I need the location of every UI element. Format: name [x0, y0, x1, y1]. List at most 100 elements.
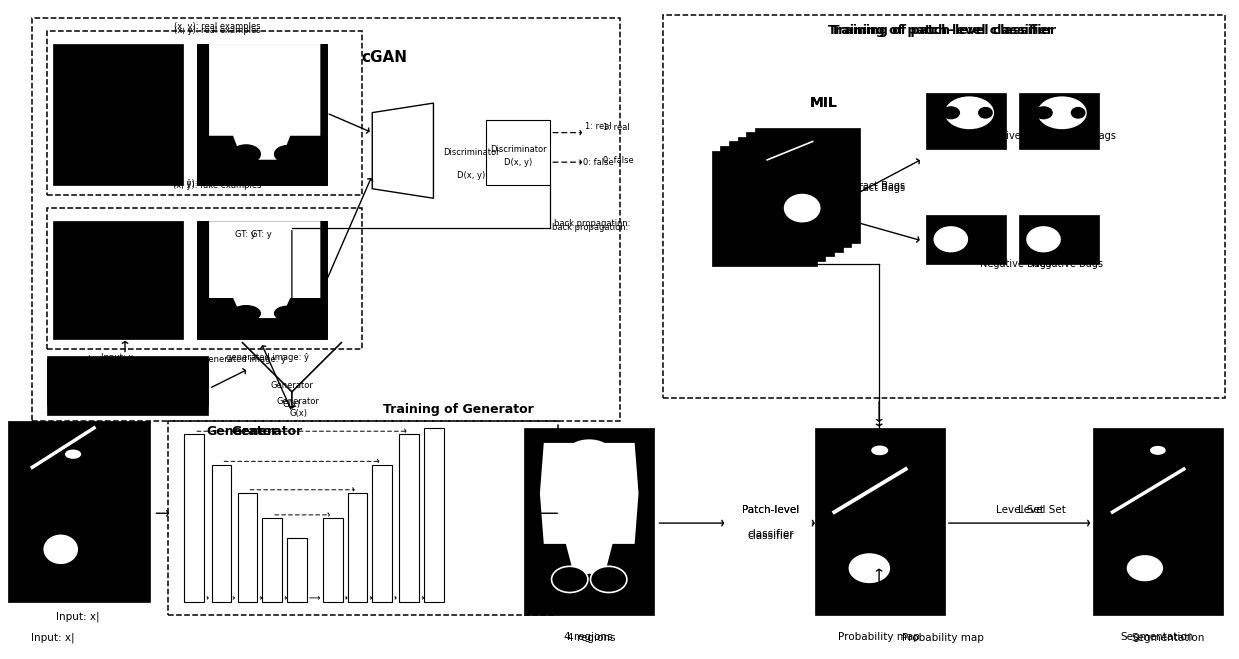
Text: Input: x|: Input: x| — [56, 611, 100, 621]
Ellipse shape — [591, 566, 627, 592]
Ellipse shape — [551, 566, 589, 592]
Text: 4 regions: 4 regions — [566, 633, 616, 643]
Text: Positive Bags: Positive Bags — [983, 131, 1047, 141]
Bar — [323, 518, 343, 602]
Text: Input: x: Input: x — [88, 230, 120, 239]
Text: classifier: classifier — [747, 531, 794, 541]
Text: Input: x: Input: x — [102, 230, 134, 239]
Bar — [486, 119, 550, 185]
Ellipse shape — [741, 217, 777, 245]
Bar — [197, 44, 327, 185]
Bar — [47, 359, 208, 405]
Ellipse shape — [1035, 106, 1053, 119]
Bar — [746, 132, 851, 247]
Bar — [197, 44, 327, 185]
Ellipse shape — [232, 306, 260, 321]
Bar — [212, 465, 232, 602]
Circle shape — [66, 450, 81, 458]
Bar — [47, 356, 208, 415]
Bar — [197, 221, 327, 339]
Bar — [524, 428, 654, 615]
Text: Level Set: Level Set — [1018, 505, 1067, 515]
Text: 0: false: 0: false — [603, 156, 634, 165]
Bar — [287, 538, 307, 602]
Text: Positive Bags: Positive Bags — [1051, 131, 1115, 141]
Text: Extract Bags: Extract Bags — [843, 181, 906, 192]
Polygon shape — [209, 221, 321, 318]
Text: Input: x: Input: x — [109, 451, 141, 461]
Text: Probability map: Probability map — [838, 631, 921, 642]
Ellipse shape — [767, 203, 803, 232]
Ellipse shape — [849, 554, 890, 583]
Bar — [47, 208, 362, 349]
Bar — [399, 434, 419, 602]
Bar — [926, 215, 1006, 264]
Text: (x, ŷ): fake examples: (x, ŷ): fake examples — [173, 181, 261, 190]
Bar — [663, 14, 1225, 399]
Bar — [711, 151, 817, 266]
Bar — [185, 434, 204, 602]
Bar — [1018, 94, 1099, 149]
Bar — [347, 493, 367, 602]
Polygon shape — [540, 443, 638, 574]
Circle shape — [1151, 447, 1165, 454]
Bar — [424, 428, 444, 602]
Bar — [47, 31, 362, 195]
Ellipse shape — [43, 534, 78, 564]
Text: Generator: Generator — [232, 424, 302, 438]
Bar — [1093, 428, 1223, 615]
Ellipse shape — [933, 226, 968, 252]
Text: Negative Bags: Negative Bags — [980, 259, 1051, 269]
Text: MIL: MIL — [809, 96, 838, 110]
Text: G(x): G(x) — [289, 409, 307, 418]
Text: Training of patch-level classifier: Training of patch-level classifier — [829, 24, 1053, 38]
Text: Generator: Generator — [207, 424, 278, 438]
Bar — [53, 221, 183, 339]
Ellipse shape — [944, 96, 994, 129]
Circle shape — [569, 440, 610, 461]
Text: Patch-level: Patch-level — [742, 505, 799, 515]
Bar — [926, 94, 1006, 149]
Ellipse shape — [776, 198, 812, 227]
Ellipse shape — [232, 145, 260, 163]
Text: MIL: MIL — [809, 96, 838, 110]
Text: Segmentation: Segmentation — [1131, 633, 1206, 643]
Text: classifier: classifier — [747, 529, 794, 539]
Bar — [197, 221, 327, 339]
Bar — [720, 146, 825, 261]
Ellipse shape — [750, 212, 786, 241]
Text: generated image: ŷ: generated image: ŷ — [225, 353, 309, 362]
Text: Patch-level: Patch-level — [742, 505, 799, 515]
Ellipse shape — [1037, 96, 1087, 129]
Ellipse shape — [784, 194, 820, 223]
Text: Level Set: Level Set — [996, 505, 1044, 515]
Ellipse shape — [275, 146, 301, 163]
Ellipse shape — [758, 208, 794, 236]
Ellipse shape — [978, 107, 992, 119]
Text: (x, ŷ): fake examples: (x, ŷ): fake examples — [173, 179, 261, 188]
Text: generated image: ŷ: generated image: ŷ — [203, 355, 286, 364]
Text: Probability map: Probability map — [902, 633, 984, 643]
Circle shape — [872, 446, 887, 455]
Text: 4 regions: 4 regions — [564, 631, 613, 642]
Bar — [238, 493, 258, 602]
Bar — [7, 421, 150, 602]
Text: back propagation:: back propagation: — [551, 223, 628, 232]
Bar — [372, 465, 392, 602]
Text: Extract Bags: Extract Bags — [843, 183, 906, 193]
Text: Training of Generator: Training of Generator — [383, 403, 534, 416]
Text: Input: x|: Input: x| — [31, 633, 76, 643]
Text: Negative Bags: Negative Bags — [1032, 259, 1103, 269]
Ellipse shape — [942, 106, 960, 119]
Text: cGAN: cGAN — [362, 49, 408, 65]
Ellipse shape — [1126, 555, 1163, 581]
Text: (x, y): real examples: (x, y): real examples — [175, 26, 261, 36]
Text: Generator: Generator — [270, 381, 313, 389]
Text: GT: y: GT: y — [250, 230, 271, 239]
Text: Segmentation: Segmentation — [1120, 631, 1194, 642]
Text: D(x, y): D(x, y) — [504, 158, 533, 167]
Text: Generator: Generator — [276, 397, 320, 406]
Text: Input: x: Input: x — [88, 355, 120, 364]
Bar — [729, 142, 834, 256]
Bar — [32, 18, 620, 421]
